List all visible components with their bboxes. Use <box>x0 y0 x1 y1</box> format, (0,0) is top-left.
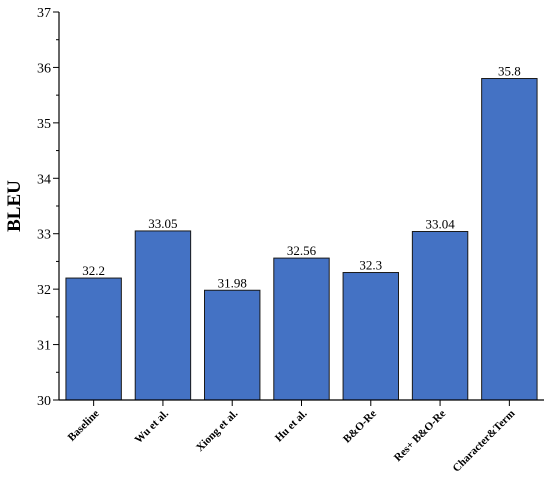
y-tick-label: 35 <box>37 117 51 132</box>
y-tick-label: 36 <box>37 61 51 76</box>
bar-value-label: 32.56 <box>287 243 317 258</box>
y-tick-label: 32 <box>37 283 51 298</box>
bar-baseline <box>65 277 122 401</box>
y-axis-ticks: 30 31 32 33 34 35 36 37 <box>37 6 59 409</box>
axes-group <box>58 12 544 401</box>
y-tick-label: 34 <box>37 172 51 187</box>
bar-value-label: 31.98 <box>218 275 247 290</box>
y-axis-title: BLEU <box>4 180 25 232</box>
y-tick-label: 37 <box>37 6 51 21</box>
bar-character-term <box>481 78 538 401</box>
bar-value-label: 32.2 <box>82 263 105 278</box>
value-labels-group: 32.2 33.05 31.98 32.56 32.3 33.04 35.8 <box>82 64 520 291</box>
x-tick-label: Hu et al. <box>273 407 310 444</box>
x-tick-label: Res+ B&O-Re <box>392 408 448 464</box>
bar-value-label: 35.8 <box>498 64 521 79</box>
bar-hu-et-al <box>273 257 330 401</box>
bar-value-label: 33.05 <box>148 216 177 231</box>
bar-value-label: 32.3 <box>359 258 382 273</box>
bar-res-b-o-re <box>411 230 469 401</box>
x-tick-label: Baseline <box>66 408 102 444</box>
bar-value-label: 33.04 <box>425 216 455 231</box>
bar-xiong-et-al <box>204 289 261 401</box>
bar-b-o-re <box>342 272 400 401</box>
x-axis-ticks: Baseline Wu et al. Xiong et al. Hu et al. B&… <box>66 400 518 475</box>
y-tick-label: 30 <box>37 394 51 409</box>
x-tick-label: B&O-Re <box>341 408 379 446</box>
bar-wu-et-al <box>134 230 192 401</box>
bars-group <box>65 78 538 401</box>
x-tick-label: Wu et al. <box>133 407 172 446</box>
x-tick-label: Xiong et al. <box>194 407 240 453</box>
y-tick-label: 33 <box>37 228 51 243</box>
y-tick-label: 31 <box>37 339 51 354</box>
x-tick-label: Character&Term <box>451 408 518 475</box>
